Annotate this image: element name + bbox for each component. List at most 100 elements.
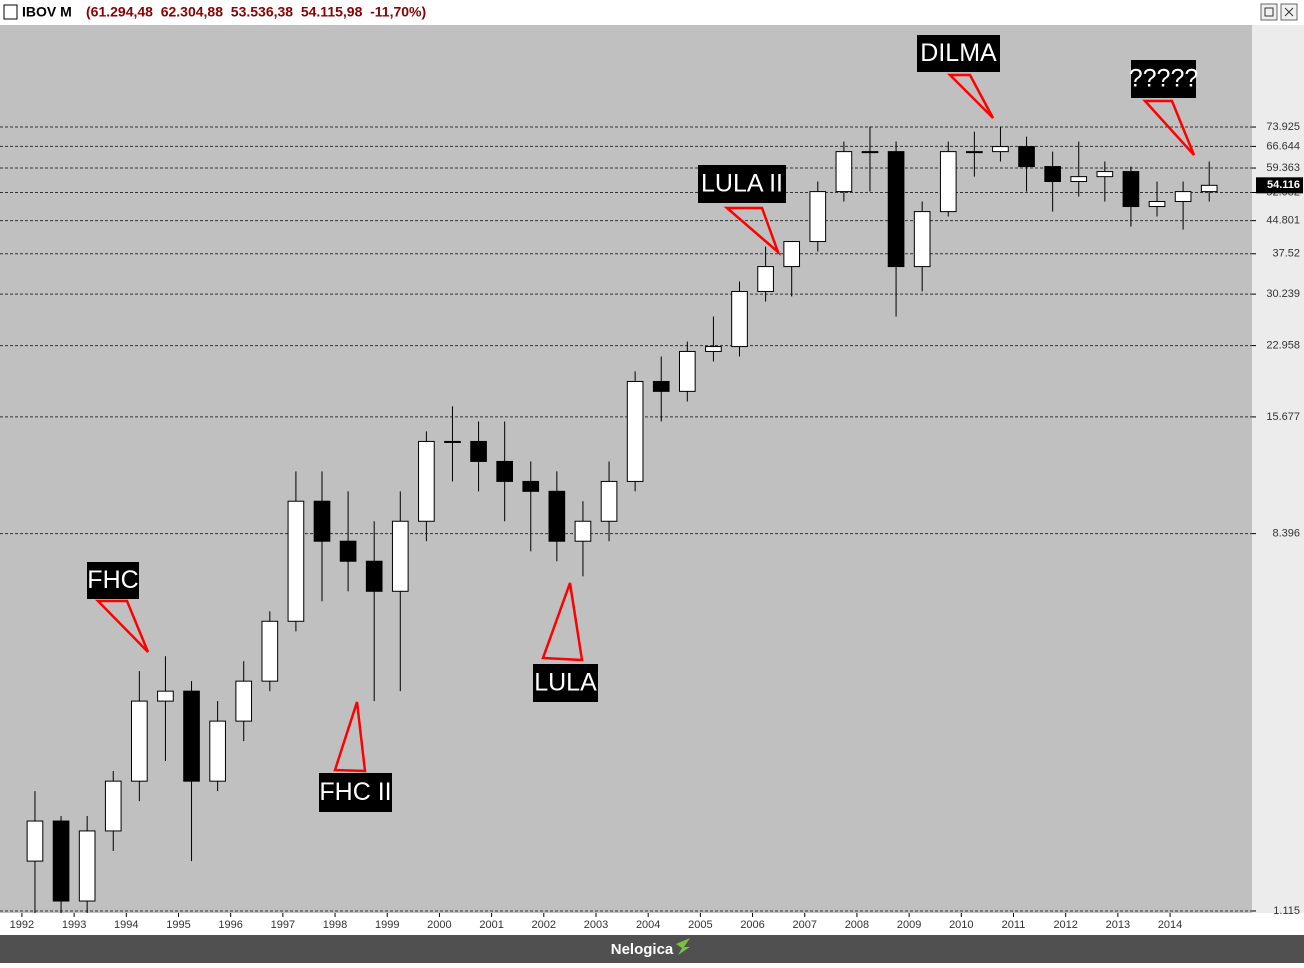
x-tick-label: 2009 [897,919,921,931]
maximize-button[interactable] [1260,3,1278,21]
annotation-box [319,773,392,812]
x-tick-label: 2000 [427,919,451,931]
grid: 1.115 8.396 15.677 22.958 30.239 37.52 44.801 5… [0,121,1303,931]
price-tag [1256,177,1303,194]
annotation-arrow [95,599,150,653]
annotation-label: LULA II [701,170,783,198]
candle-body [574,520,592,542]
candle-body [809,191,827,243]
x-tick-label: 2011 [1002,919,1026,931]
candle-body [939,151,957,213]
x-tick-label: 1994 [114,919,138,931]
x-tick-label: 2001 [479,919,503,931]
annotation-arrow [723,206,781,257]
candle-body [1044,166,1061,183]
brand-logo [676,938,690,955]
footer [0,935,1304,963]
y-tick-label: 22.958 [1266,340,1300,352]
x-tick-label: 2002 [532,919,556,931]
candles [26,126,1218,913]
candle-body [418,440,435,522]
candle-body [183,690,200,782]
y-tick-label: 1.115 [1273,905,1300,917]
annotation-label: FHC II [319,778,391,806]
x-tick-label: 2014 [1158,919,1182,931]
candle-body [444,440,461,443]
candle-body [1018,146,1035,168]
candle-body [652,380,670,392]
candle-body [626,380,644,482]
candle-body [470,440,487,462]
x-tick-label: 1999 [375,919,399,931]
window-icon [3,4,18,20]
x-tick-label: 2010 [949,919,973,931]
candle-body [26,820,44,862]
candle-body [1200,184,1218,193]
y-tick-label: 37.52 [1272,248,1300,260]
y-tick-label: 30.239 [1266,288,1300,300]
symbol: IBOV M [22,4,72,20]
candle-body [522,480,540,492]
annotation-box [533,664,598,702]
candle-body [600,480,618,522]
candle-body [992,146,1009,153]
candle-body [339,540,357,562]
candle-body [104,780,122,832]
annotation-label: FHC [87,566,138,594]
annotation-box [1131,60,1196,98]
x-tick-label: 1996 [218,919,242,931]
maximize-icon [1264,7,1274,17]
x-tick-label: 1992 [10,919,34,931]
candle-body [1148,201,1166,208]
candle-body [887,151,905,268]
candle-body [835,151,853,193]
candle-body [1174,191,1192,203]
candle-body [52,820,70,902]
candle-body [365,560,383,592]
x-tick-label: 1995 [166,919,190,931]
candle-body [496,460,513,482]
annotation-box [917,35,1000,72]
x-axis-area [0,913,1304,935]
annotation-label: ????? [1129,65,1199,93]
annotation-label: LULA [534,669,597,697]
x-tick-label: 2012 [1053,919,1077,931]
annotation-arrow [946,73,995,119]
candle-body [313,500,331,542]
candle-body [1122,171,1140,208]
y-tick-label: 59.363 [1266,162,1300,174]
candle-body [261,620,279,682]
plot-area [0,25,1252,913]
header-values: (61.294,48 62.304,88 53.536,38 54.115,98… [86,4,426,20]
annotation-arrow [1142,99,1196,156]
annotations: FHC FHC II LULA LULA II DILMA????? [87,35,1198,812]
x-tick-label: 2013 [1106,919,1130,931]
candle-body [548,490,566,542]
annotation-label: DILMA [920,39,997,67]
candle-body [391,520,409,592]
x-tick-label: 1993 [62,919,86,931]
candle-body [678,350,696,392]
annotation-arrow [333,701,367,773]
x-tick-label: 2005 [688,919,712,931]
candle-body [731,290,748,348]
y-tick-label: 15.677 [1266,411,1300,423]
x-tick-label: 2006 [740,919,764,931]
candle-body [913,211,931,268]
candle-body [705,346,722,352]
x-tick-label: 1997 [271,919,295,931]
brand: Nelogica [611,941,674,958]
candle-body [287,500,305,622]
candle-body [209,720,226,782]
title-bar [0,0,1304,25]
candle-body [1096,171,1114,178]
candle-body [757,266,774,292]
candle-body [157,690,174,702]
annotation-box [698,165,786,203]
annotation-arrow [541,582,584,662]
x-tick-label: 2008 [845,919,869,931]
x-tick-label: 2004 [636,919,660,931]
y-axis-area [1252,25,1304,913]
y-tick-label: 44.801 [1266,215,1300,227]
